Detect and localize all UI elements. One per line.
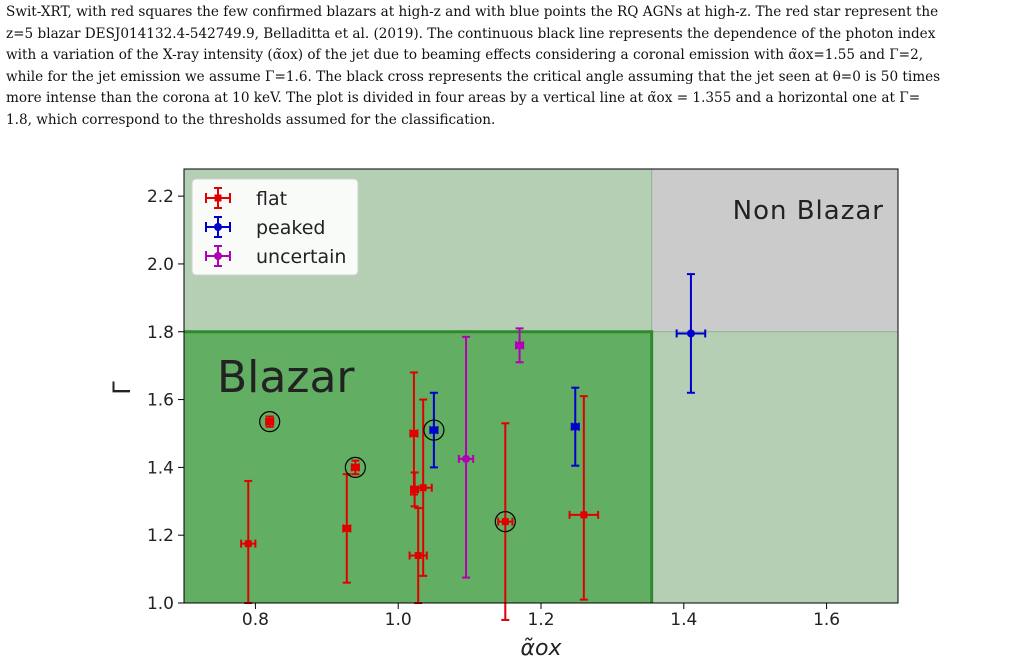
marker-square: [410, 429, 418, 437]
figure-caption: Swit-XRT, with red squares the few confi…: [6, 2, 1011, 131]
caption-line: z=5 blazar DESJ014132.4-542749.9, Bellad…: [6, 25, 936, 42]
marker-dot: [429, 426, 438, 435]
series-peaked: [423, 273, 707, 469]
caption-line: with a variation of the X-ray intensity …: [6, 47, 924, 63]
marker-dot: [686, 329, 695, 338]
highlight-circle: [259, 411, 281, 433]
marker-square: [501, 518, 509, 526]
x-tick-label: 1.4: [670, 610, 697, 630]
legend-marker: [214, 194, 222, 202]
y-tick-label: 1.0: [147, 594, 174, 614]
marker-square: [244, 540, 252, 548]
non-blazar-region-label: Non Blazar: [733, 196, 884, 226]
legend-label: peaked: [256, 217, 325, 239]
data-point-flat: [344, 456, 366, 478]
data-point-flat: [494, 422, 516, 621]
marker-square: [343, 524, 351, 532]
highlight-circle: [344, 456, 366, 478]
caption-line: 1.8, which correspond to the thresholds …: [6, 111, 496, 128]
data-point-peaked: [675, 273, 707, 394]
y-tick-label: 1.6: [147, 391, 174, 411]
x-axis-label: α̃ox: [521, 636, 563, 661]
legend-item-uncertain: uncertain: [205, 245, 346, 268]
marker-dot: [515, 341, 524, 350]
y-tick-label: 1.8: [147, 323, 174, 343]
caption-line: Swit-XRT, with red squares the few confi…: [6, 4, 939, 20]
y-tick-label: 2.2: [147, 187, 174, 207]
legend: flat peaked uncertain: [191, 178, 359, 276]
highlight-circle: [423, 419, 445, 441]
legend-item-peaked: peaked: [205, 216, 325, 239]
data-point-peaked: [570, 386, 580, 467]
data-point-uncertain: [457, 335, 475, 579]
x-tick-label: 1.6: [813, 610, 840, 630]
caption-line: while for the jet emission we assume Γ=1…: [6, 68, 941, 85]
y-tick-label: 1.2: [147, 526, 174, 546]
legend-item-flat: flat: [205, 187, 287, 210]
data-point-flat: [408, 507, 428, 604]
x-tick-label: 1.0: [385, 610, 412, 630]
data-point-flat: [413, 398, 433, 577]
legend-label: flat: [256, 188, 287, 210]
y-tick-label: 1.4: [147, 458, 174, 478]
data-point-uncertain: [515, 327, 525, 364]
marker-dot: [571, 422, 580, 431]
legend-box: [191, 178, 359, 276]
data-point-peaked: [423, 391, 445, 469]
data-point-flat: [259, 411, 281, 433]
series-uncertain: [457, 327, 525, 579]
marker-square: [414, 552, 422, 560]
legend-label: uncertain: [256, 246, 346, 268]
marker-square: [580, 511, 588, 519]
x-tick-label: 0.8: [242, 610, 269, 630]
blazar-region-border: [184, 330, 654, 603]
marker-dot: [462, 454, 471, 463]
y-axis-label: Γ: [108, 381, 136, 395]
marker-square: [419, 484, 427, 492]
marker-square: [351, 463, 359, 471]
data-point-flat: [568, 395, 600, 601]
y-tick-label: 2.0: [147, 255, 174, 275]
data-point-flat: [342, 473, 352, 584]
legend-marker: [214, 252, 222, 260]
series-flat: [240, 371, 600, 621]
marker-square: [266, 418, 274, 426]
legend-marker: [214, 223, 222, 231]
x-tick-label: 1.2: [527, 610, 554, 630]
non-blazar-region: [651, 169, 898, 332]
highlight-circle: [494, 511, 516, 533]
caption-line: more intense than the corona at 10 keV. …: [6, 90, 921, 106]
blazar-region-label: Blazar: [217, 352, 355, 403]
